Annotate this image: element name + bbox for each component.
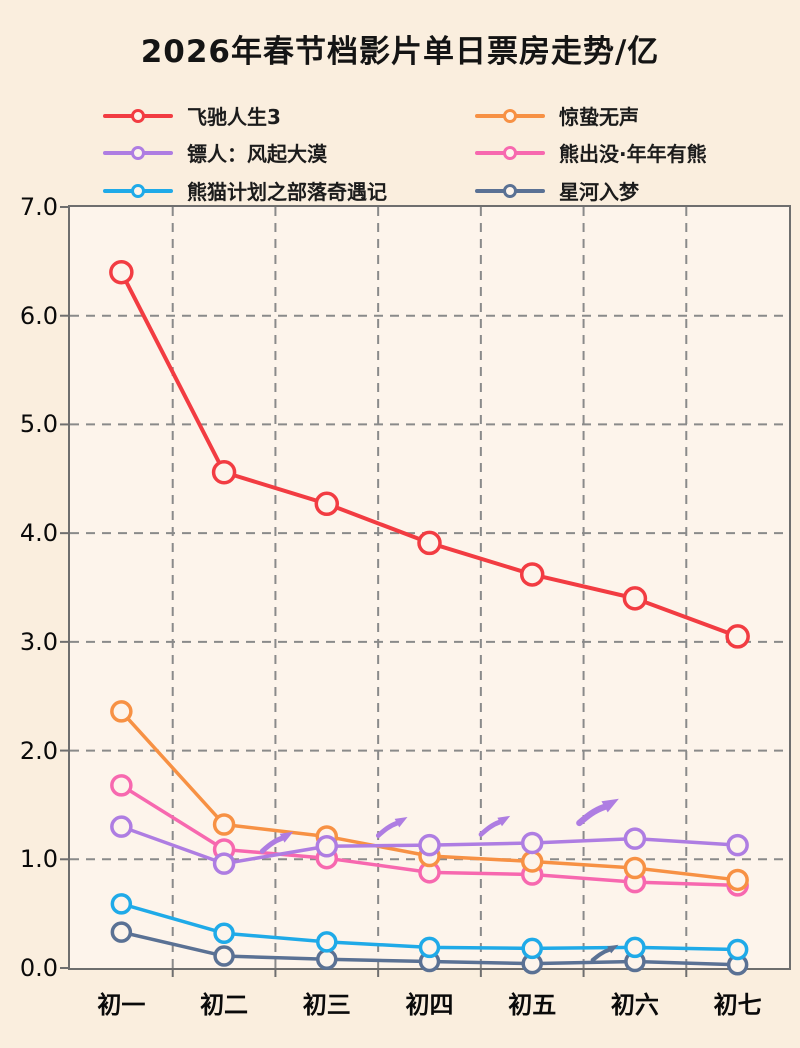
data-point-marker — [726, 938, 749, 961]
trend-up-arrow-icon — [478, 815, 511, 837]
legend-label: 惊蛰无声 — [559, 105, 639, 129]
legend-label: 飞驰人生3 — [187, 105, 281, 129]
data-point-marker — [624, 936, 646, 959]
x-tick-label: 初二 — [200, 991, 249, 1019]
y-tick-label: 1.0 — [19, 845, 58, 874]
data-point-marker — [213, 945, 235, 967]
legend-item-xingheru[interactable]: 星河入梦 — [475, 177, 639, 204]
legend-line-marker-icon — [475, 102, 545, 129]
legend-label: 镖人：风起大漠 — [187, 142, 327, 166]
data-point-marker — [316, 931, 338, 953]
data-point-marker — [110, 893, 133, 915]
data-point-marker — [519, 562, 545, 587]
data-point-marker — [726, 868, 749, 892]
x-tick-label: 初七 — [713, 991, 762, 1019]
y-tick-label: 2.0 — [19, 736, 58, 765]
data-point-marker — [418, 833, 441, 857]
data-point-marker — [110, 700, 133, 723]
trend-up-arrow-icon — [576, 798, 619, 827]
x-tick-label: 初五 — [508, 991, 557, 1019]
data-point-marker — [726, 833, 749, 857]
y-tick-label: 6.0 — [19, 301, 58, 330]
data-point-marker — [623, 856, 647, 880]
y-tick-label: 7.0 — [19, 193, 58, 221]
legend-label: 星河入梦 — [559, 180, 639, 204]
legend-line-marker-icon — [475, 139, 545, 166]
y-tick-label: 0.0 — [19, 954, 58, 982]
legend-line-marker-icon — [475, 177, 545, 204]
x-tick-label: 初四 — [405, 991, 454, 1019]
legend-label: 熊猫计划之部落奇遇记 — [187, 180, 387, 204]
data-point-marker — [623, 827, 647, 850]
data-point-marker — [211, 460, 237, 485]
data-point-marker — [110, 921, 133, 943]
data-point-marker — [521, 937, 543, 960]
y-tick-label: 4.0 — [19, 519, 58, 548]
trend-up-arrow-icon — [259, 831, 294, 854]
data-point-marker — [520, 850, 544, 873]
x-tick-label: 初三 — [302, 991, 351, 1019]
data-point-marker — [110, 774, 133, 797]
data-point-marker — [109, 259, 134, 285]
y-tick-label: 3.0 — [19, 627, 58, 656]
data-point-marker — [725, 624, 750, 649]
trend-up-arrow-icon — [375, 816, 408, 838]
data-point-marker — [417, 530, 442, 556]
data-point-marker — [418, 936, 441, 959]
legend-line-marker-icon — [103, 139, 173, 166]
data-point-marker — [622, 586, 648, 611]
data-point-marker — [212, 852, 236, 875]
x-tick-label: 初六 — [610, 991, 659, 1019]
legend-item-xiongmaojihua[interactable]: 熊猫计划之部落奇遇记 — [103, 177, 387, 204]
series-line — [119, 270, 740, 639]
data-point-marker — [520, 831, 544, 855]
legend-item-feichirensheng3[interactable]: 飞驰人生3 — [103, 102, 281, 129]
legend-label: 熊出没·年年有熊 — [559, 142, 707, 166]
chart-title: 2026年春节档影片单日票房走势/亿 — [140, 34, 660, 70]
y-tick-label: 5.0 — [19, 410, 58, 439]
legend-item-xiongchumo[interactable]: 熊出没·年年有熊 — [475, 139, 707, 166]
data-point-marker — [213, 922, 235, 944]
legend-item-biaoren[interactable]: 镖人：风起大漠 — [103, 139, 327, 166]
data-point-marker — [110, 815, 133, 838]
legend-line-marker-icon — [103, 177, 173, 204]
legend-line-marker-icon — [103, 102, 173, 129]
trend-up-arrow-icon — [590, 944, 619, 963]
data-point-marker — [315, 834, 339, 858]
data-point-marker — [212, 813, 236, 836]
plot-area — [60, 205, 791, 977]
x-tick-label: 初一 — [97, 991, 146, 1019]
data-point-marker — [314, 491, 340, 517]
data-point-marker — [316, 948, 338, 971]
line-chart-canvas — [60, 206, 789, 977]
legend-item-jingzhewusheng[interactable]: 惊蛰无声 — [475, 102, 639, 129]
